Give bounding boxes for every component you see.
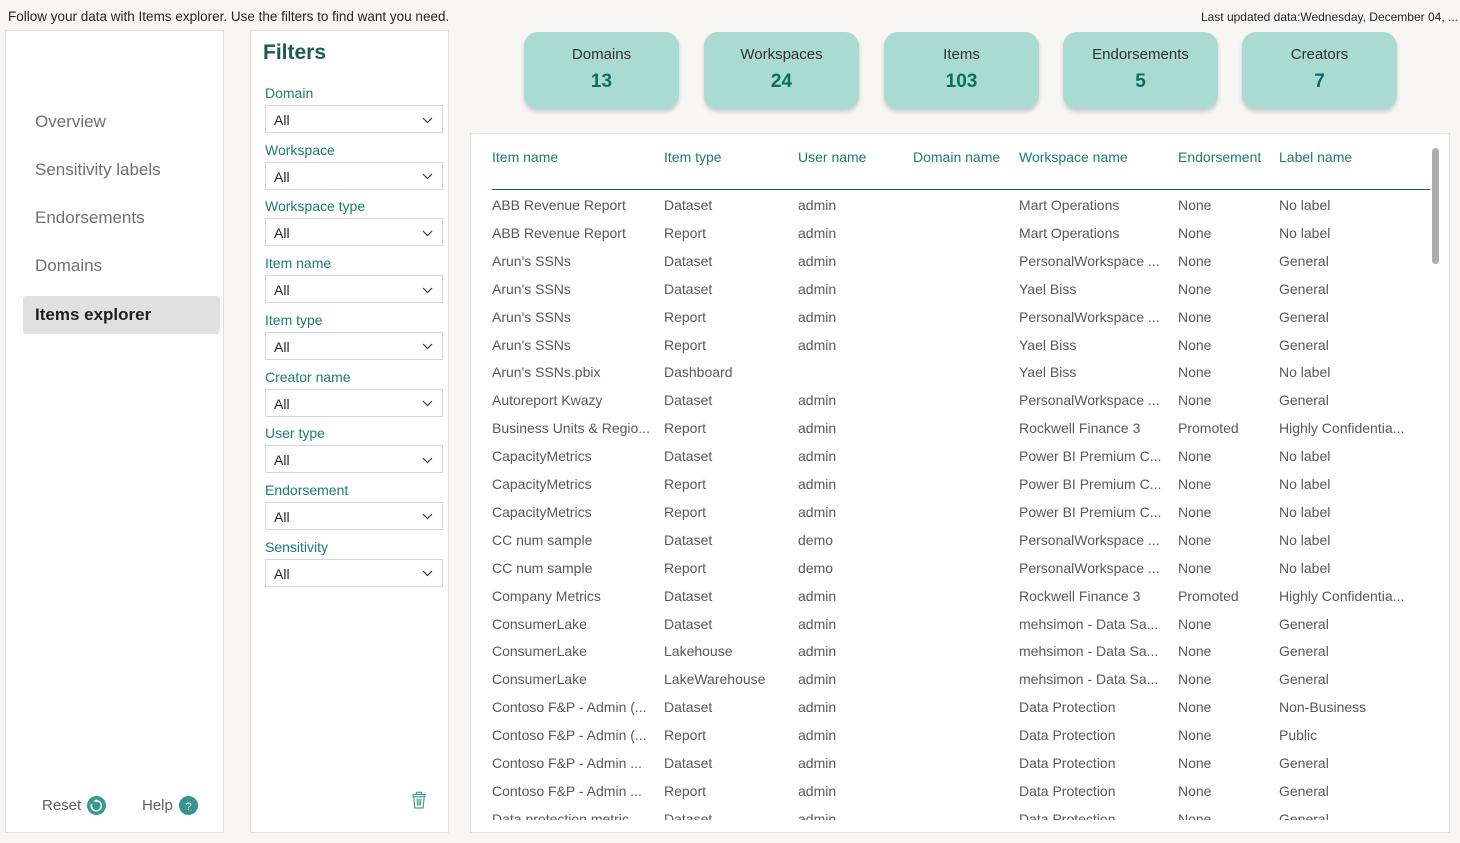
svg-text:?: ? [185,801,191,813]
